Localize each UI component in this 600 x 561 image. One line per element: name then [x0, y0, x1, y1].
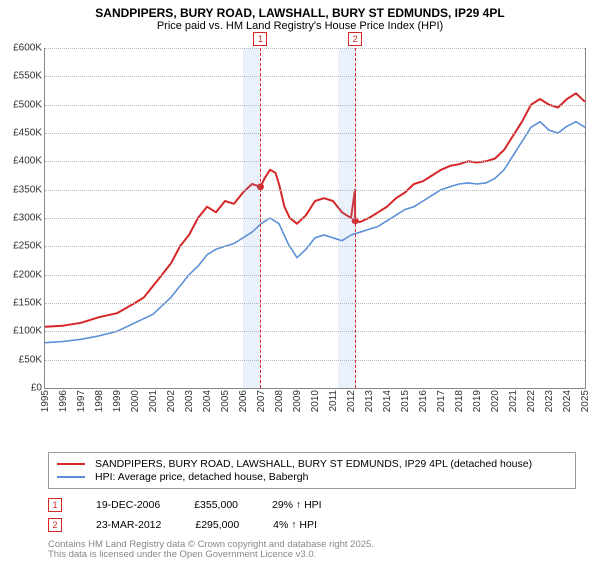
marker-price-2: £295,000	[195, 519, 239, 531]
y-tick: £250K	[2, 241, 42, 252]
y-tick: £550K	[2, 71, 42, 82]
event-line	[355, 48, 356, 388]
gridline	[45, 133, 585, 134]
x-tick: 2010	[310, 390, 321, 412]
x-tick: 1999	[112, 390, 123, 412]
gridline	[45, 360, 585, 361]
y-tick: £350K	[2, 184, 42, 195]
y-tick: £600K	[2, 43, 42, 54]
x-tick: 2002	[166, 390, 177, 412]
series-hpi	[45, 122, 585, 343]
x-tick: 2011	[328, 390, 339, 412]
y-tick: £300K	[2, 213, 42, 224]
y-tick: £0	[2, 383, 42, 394]
plot-area: 12	[44, 48, 586, 389]
y-tick: £50K	[2, 354, 42, 365]
x-tick: 2021	[508, 390, 519, 412]
gridline	[45, 331, 585, 332]
y-tick: £450K	[2, 128, 42, 139]
legend-swatch	[57, 463, 85, 465]
footer-attribution: Contains HM Land Registry data © Crown c…	[48, 540, 374, 561]
x-tick: 2019	[472, 390, 483, 412]
gridline	[45, 275, 585, 276]
legend: SANDPIPERS, BURY ROAD, LAWSHALL, BURY ST…	[48, 452, 576, 489]
x-tick: 2017	[436, 390, 447, 412]
legend-swatch	[57, 476, 85, 478]
x-tick: 1998	[94, 390, 105, 412]
gridline	[45, 48, 585, 49]
y-tick: £100K	[2, 326, 42, 337]
marker-row-2: 2 23-MAR-2012 £295,000 4% ↑ HPI	[48, 518, 317, 532]
x-tick: 2007	[256, 390, 267, 412]
gridline	[45, 303, 585, 304]
legend-label: HPI: Average price, detached house, Babe…	[95, 471, 308, 483]
highlight-band	[243, 48, 261, 388]
x-tick: 2001	[148, 390, 159, 412]
marker-date-2: 23-MAR-2012	[96, 519, 161, 531]
x-tick: 2024	[562, 390, 573, 412]
gridline	[45, 218, 585, 219]
series-price_paid	[45, 93, 585, 326]
highlight-band	[338, 48, 356, 388]
x-tick: 2016	[418, 390, 429, 412]
gridline	[45, 105, 585, 106]
y-tick: £500K	[2, 99, 42, 110]
x-tick: 2025	[580, 390, 591, 412]
marker-row-1: 1 19-DEC-2006 £355,000 29% ↑ HPI	[48, 498, 322, 512]
y-tick: £150K	[2, 298, 42, 309]
x-tick: 2022	[526, 390, 537, 412]
x-tick: 2013	[364, 390, 375, 412]
legend-item: SANDPIPERS, BURY ROAD, LAWSHALL, BURY ST…	[57, 458, 567, 470]
chart-title-line2: Price paid vs. HM Land Registry's House …	[0, 20, 600, 36]
event-label: 1	[253, 32, 267, 46]
marker-badge-1: 1	[48, 498, 62, 512]
gridline	[45, 161, 585, 162]
x-tick: 2000	[130, 390, 141, 412]
x-tick: 2006	[238, 390, 249, 412]
x-tick: 2014	[382, 390, 393, 412]
x-tick: 2020	[490, 390, 501, 412]
gridline	[45, 190, 585, 191]
x-tick: 2004	[202, 390, 213, 412]
marker-delta-2: 4% ↑ HPI	[273, 519, 317, 531]
marker-price-1: £355,000	[194, 499, 238, 511]
x-tick: 1995	[40, 390, 51, 412]
marker-delta-1: 29% ↑ HPI	[272, 499, 322, 511]
x-tick: 2023	[544, 390, 555, 412]
chart-title-line1: SANDPIPERS, BURY ROAD, LAWSHALL, BURY ST…	[0, 0, 600, 20]
event-label: 2	[348, 32, 362, 46]
x-tick: 2015	[400, 390, 411, 412]
legend-item: HPI: Average price, detached house, Babe…	[57, 471, 567, 483]
y-tick: £400K	[2, 156, 42, 167]
x-tick: 1997	[76, 390, 87, 412]
x-tick: 1996	[58, 390, 69, 412]
x-tick: 2003	[184, 390, 195, 412]
marker-date-1: 19-DEC-2006	[96, 499, 160, 511]
gridline	[45, 76, 585, 77]
x-tick: 2012	[346, 390, 357, 412]
gridline	[45, 246, 585, 247]
y-tick: £200K	[2, 269, 42, 280]
marker-badge-2: 2	[48, 518, 62, 532]
x-tick: 2005	[220, 390, 231, 412]
x-tick: 2018	[454, 390, 465, 412]
event-line	[260, 48, 261, 388]
footer-line2: This data is licensed under the Open Gov…	[48, 550, 374, 560]
legend-label: SANDPIPERS, BURY ROAD, LAWSHALL, BURY ST…	[95, 458, 532, 470]
x-tick: 2009	[292, 390, 303, 412]
chart-area: 12 £0£50K£100K£150K£200K£250K£300K£350K£…	[44, 48, 584, 416]
x-tick: 2008	[274, 390, 285, 412]
